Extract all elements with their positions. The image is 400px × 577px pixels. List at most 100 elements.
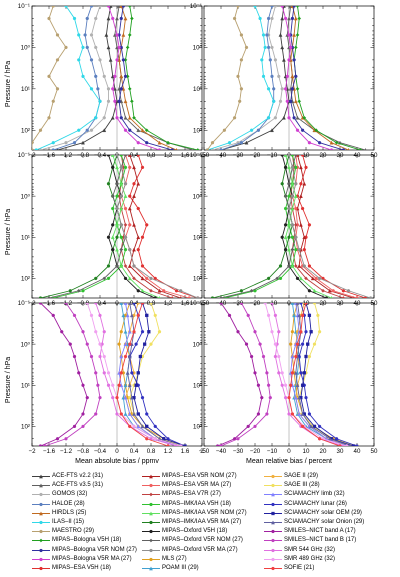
series-line-10 (108, 6, 160, 150)
data-point-5 (140, 128, 145, 133)
data-point-12 (298, 194, 303, 198)
data-point-3 (89, 128, 94, 132)
data-point-32 (345, 444, 349, 446)
data-point-32 (85, 303, 89, 305)
series-line-12 (129, 155, 181, 298)
data-point-15 (283, 206, 288, 211)
data-point-20 (346, 289, 351, 293)
x-tick-label: 2 (200, 448, 204, 455)
data-point-11 (132, 182, 136, 186)
data-point-20 (196, 296, 200, 298)
data-point-4 (239, 141, 244, 145)
data-point-7 (232, 16, 237, 21)
legend-label: SMR 489 GHz (32) (284, 555, 336, 562)
legend-item: MIPAS–IMK/IAA V5R NOM (27) (140, 509, 247, 518)
data-point-26 (307, 412, 312, 416)
legend-marker (271, 492, 275, 497)
y-tick-label: 10¹ (193, 234, 202, 241)
x-tick-label: −0.4 (94, 448, 107, 455)
legend-marker (149, 502, 153, 506)
data-point-1 (281, 57, 286, 62)
data-point-24 (312, 342, 317, 346)
legend-symbol (142, 520, 160, 525)
data-point-29 (244, 342, 249, 346)
data-point-6 (263, 45, 267, 50)
data-point-33 (119, 412, 123, 416)
data-point-6 (77, 33, 81, 37)
data-point-13 (162, 289, 166, 293)
series-line-2 (114, 6, 194, 150)
legend-item: MIPAS–Bologna V5R NOM (27) (30, 546, 137, 555)
data-point-20 (290, 194, 295, 198)
data-point-16 (110, 155, 115, 157)
data-point-6 (249, 128, 254, 132)
legend-marker (149, 566, 153, 571)
data-point-27 (307, 313, 312, 318)
x-tick-label: 0 (287, 300, 291, 307)
data-point-6 (89, 87, 94, 91)
data-point-24 (307, 354, 312, 359)
data-point-32 (283, 383, 288, 387)
data-point-20 (287, 155, 291, 157)
data-point-9 (317, 141, 322, 145)
data-point-33 (287, 395, 291, 400)
legend-symbol (264, 520, 282, 525)
series-line-30 (44, 303, 101, 446)
data-point-7 (55, 87, 60, 91)
series-line-31 (271, 303, 344, 446)
data-point-28 (140, 424, 145, 429)
data-point-26 (134, 342, 138, 346)
x-tick-label: 30 (337, 300, 344, 307)
data-point-7 (64, 45, 68, 50)
data-point-21 (289, 342, 293, 346)
series-line-11 (297, 155, 366, 298)
legend-marker (149, 548, 153, 552)
data-point-24 (153, 313, 157, 318)
data-point-13 (128, 165, 132, 170)
legend-symbol (142, 502, 160, 506)
data-point-12 (302, 181, 307, 186)
data-point-5 (123, 99, 128, 104)
data-point-20 (128, 247, 132, 252)
data-point-1 (56, 147, 59, 150)
data-point-11 (302, 247, 306, 252)
data-point-9 (292, 6, 296, 8)
data-point-19 (275, 276, 279, 281)
x-tick-label: −0.8 (77, 300, 90, 307)
data-point-12 (136, 181, 141, 186)
series-line-8 (125, 6, 198, 150)
legend-label: ACE-FTS v3.5 (31) (52, 482, 104, 489)
data-point-32 (98, 342, 102, 346)
data-point-26 (355, 444, 359, 446)
data-point-9 (290, 16, 295, 21)
legend-marker (39, 557, 43, 561)
x-tick-label: −40 (216, 152, 227, 159)
legend-marker (149, 520, 153, 525)
data-point-21 (119, 330, 123, 334)
data-point-30 (43, 444, 47, 446)
data-point-12 (132, 165, 136, 170)
legend-marker (39, 566, 43, 571)
data-point-3 (278, 99, 283, 103)
data-point-10 (285, 99, 289, 103)
data-point-33 (300, 424, 305, 429)
x-tick-label: −0.4 (94, 152, 107, 159)
data-point-26 (299, 371, 303, 375)
series-layer (215, 303, 359, 446)
data-point-4 (96, 87, 100, 91)
data-point-30 (72, 313, 77, 318)
data-point-6 (261, 33, 266, 37)
data-point-8 (166, 140, 170, 145)
x-tick-label: 20 (320, 152, 327, 159)
legend-item: SMILES–NICT band B (17) (262, 536, 356, 545)
data-point-30 (258, 342, 262, 346)
series-line-24 (298, 303, 358, 446)
data-point-4 (94, 74, 98, 79)
x-tick-label: 1.6 (181, 300, 190, 307)
x-tick-label: −20 (250, 448, 261, 455)
data-point-20 (287, 206, 291, 211)
data-point-7 (205, 148, 210, 150)
data-point-22 (290, 303, 295, 305)
data-point-13 (331, 289, 335, 293)
data-point-12 (310, 276, 315, 281)
